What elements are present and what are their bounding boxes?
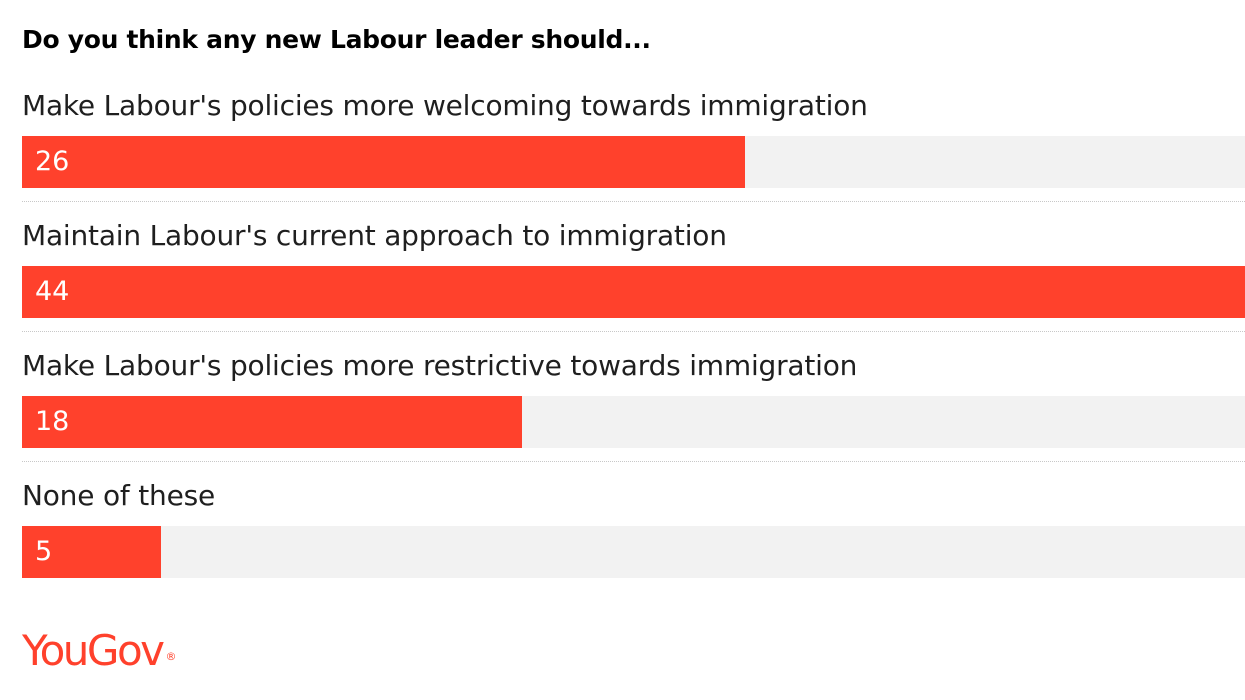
chart-title: Do you think any new Labour leader shoul…: [22, 25, 651, 54]
bar-row: Maintain Labour's current approach to im…: [22, 216, 1245, 346]
row-divider: [22, 461, 1245, 462]
bar-track: 18: [22, 396, 1245, 448]
bar-value-label: 18: [35, 406, 70, 437]
row-divider: [22, 201, 1245, 202]
bar-track: 26: [22, 136, 1245, 188]
bar: [22, 136, 745, 188]
row-divider: [22, 331, 1245, 332]
bar-category-label: Make Labour's policies more restrictive …: [22, 349, 858, 382]
logo-wordmark: YouGov: [22, 626, 165, 675]
bar-track: 5: [22, 526, 1245, 578]
bar-value-label: 26: [35, 146, 70, 177]
yougov-logo: YouGov ®: [22, 626, 177, 676]
bar-row: None of these 5: [22, 476, 1245, 606]
bar-category-label: Make Labour's policies more welcoming to…: [22, 89, 868, 122]
bar-row: Make Labour's policies more restrictive …: [22, 346, 1245, 476]
bar-category-label: Maintain Labour's current approach to im…: [22, 219, 727, 252]
bar-row: Make Labour's policies more welcoming to…: [22, 86, 1245, 216]
bar: [22, 266, 1245, 318]
bar: [22, 526, 161, 578]
bar-category-label: None of these: [22, 479, 216, 512]
bar-value-label: 5: [35, 536, 53, 567]
registered-mark-icon: ®: [165, 650, 177, 663]
bar-track: 44: [22, 266, 1245, 318]
bar: [22, 396, 522, 448]
bar-value-label: 44: [35, 276, 70, 307]
